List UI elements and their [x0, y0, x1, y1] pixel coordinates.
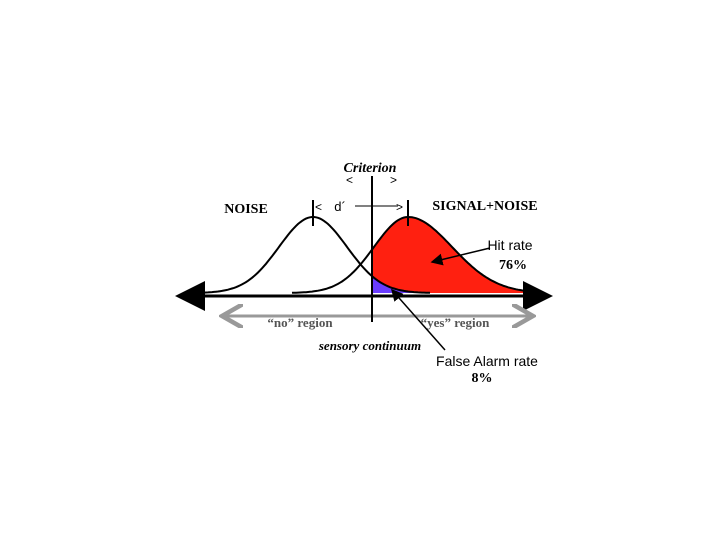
signal-label: SIGNAL+NOISE: [432, 199, 537, 214]
hit-area: [372, 217, 526, 293]
axis-label: sensory continuum: [318, 338, 421, 353]
hit-rate-value: 76%: [499, 258, 527, 273]
hit-rate-label: Hit rate: [487, 237, 532, 253]
arrow-right: >: [396, 200, 403, 214]
arrow-left: <: [346, 173, 353, 187]
arrow-left: <: [315, 200, 322, 214]
d-prime: d´: [334, 199, 346, 214]
hit-pointer: [430, 247, 491, 266]
arrow-right: >: [390, 173, 397, 187]
no-region: “no” region: [267, 315, 333, 330]
fa-label: False Alarm rate: [436, 353, 538, 369]
noise-label: NOISE: [224, 202, 268, 217]
yes-region: “yes” region: [421, 315, 490, 330]
criterion-label: Criterion: [344, 161, 397, 176]
fa-value: 8%: [472, 371, 493, 386]
fa-pointer: [391, 288, 446, 351]
